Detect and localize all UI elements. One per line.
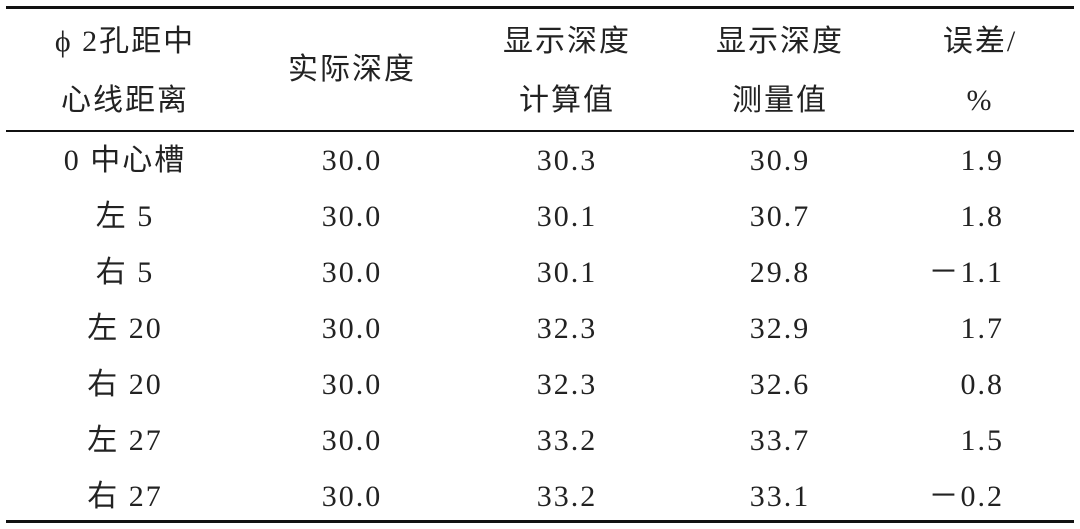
cell: 33.2 bbox=[536, 424, 598, 457]
header-cell: 实际深度 bbox=[288, 53, 416, 86]
header-cell: 心线距离 bbox=[61, 84, 189, 117]
cell: 30.0 bbox=[321, 312, 383, 345]
cell: 33.1 bbox=[749, 480, 811, 513]
cell: 32.3 bbox=[536, 312, 598, 345]
cell: 30.0 bbox=[321, 256, 383, 289]
cell: 1.9 bbox=[960, 144, 1004, 177]
row-label: 左 5 bbox=[95, 200, 155, 233]
row-label: 左 20 bbox=[87, 312, 163, 345]
row-label: 右 27 bbox=[87, 480, 163, 513]
cell: 30.3 bbox=[536, 144, 598, 177]
bottom-rule bbox=[6, 520, 1074, 523]
cell: 30.0 bbox=[321, 200, 383, 233]
row-label: 右 5 bbox=[95, 256, 155, 289]
row-label: 左 27 bbox=[87, 424, 163, 457]
cell: 30.1 bbox=[536, 200, 598, 233]
header-cell: % bbox=[966, 84, 994, 117]
row-label: 右 20 bbox=[87, 368, 163, 401]
cell: 30.0 bbox=[321, 480, 383, 513]
header-cell: 计算值 bbox=[519, 84, 615, 117]
header-cell: 误差/ bbox=[942, 25, 1018, 58]
cell: 30.7 bbox=[749, 200, 811, 233]
header-cell: ϕ 2孔距中 bbox=[54, 25, 196, 58]
cell: 32.6 bbox=[749, 368, 811, 401]
cell: －1.1 bbox=[928, 256, 1004, 289]
row-label: 0 中心槽 bbox=[63, 144, 187, 177]
cell: 32.3 bbox=[536, 368, 598, 401]
cell: 30.0 bbox=[321, 424, 383, 457]
cell: 33.7 bbox=[749, 424, 811, 457]
cell: 32.9 bbox=[749, 312, 811, 345]
cell: 30.9 bbox=[749, 144, 811, 177]
cell: 30.0 bbox=[321, 144, 383, 177]
header-cell: 显示深度 bbox=[503, 25, 631, 58]
cell: 1.8 bbox=[960, 200, 1004, 233]
top-rule bbox=[6, 6, 1074, 9]
cell: 30.1 bbox=[536, 256, 598, 289]
cell: 1.7 bbox=[960, 312, 1004, 345]
cell: 0.8 bbox=[960, 368, 1004, 401]
cell: 30.0 bbox=[321, 368, 383, 401]
cell: 33.2 bbox=[536, 480, 598, 513]
header-cell: 显示深度 bbox=[716, 25, 844, 58]
cell: 29.8 bbox=[749, 256, 811, 289]
header-cell: 测量值 bbox=[732, 84, 828, 117]
header-rule bbox=[6, 130, 1074, 132]
cell: －0.2 bbox=[928, 480, 1004, 513]
cell: 1.5 bbox=[960, 424, 1004, 457]
